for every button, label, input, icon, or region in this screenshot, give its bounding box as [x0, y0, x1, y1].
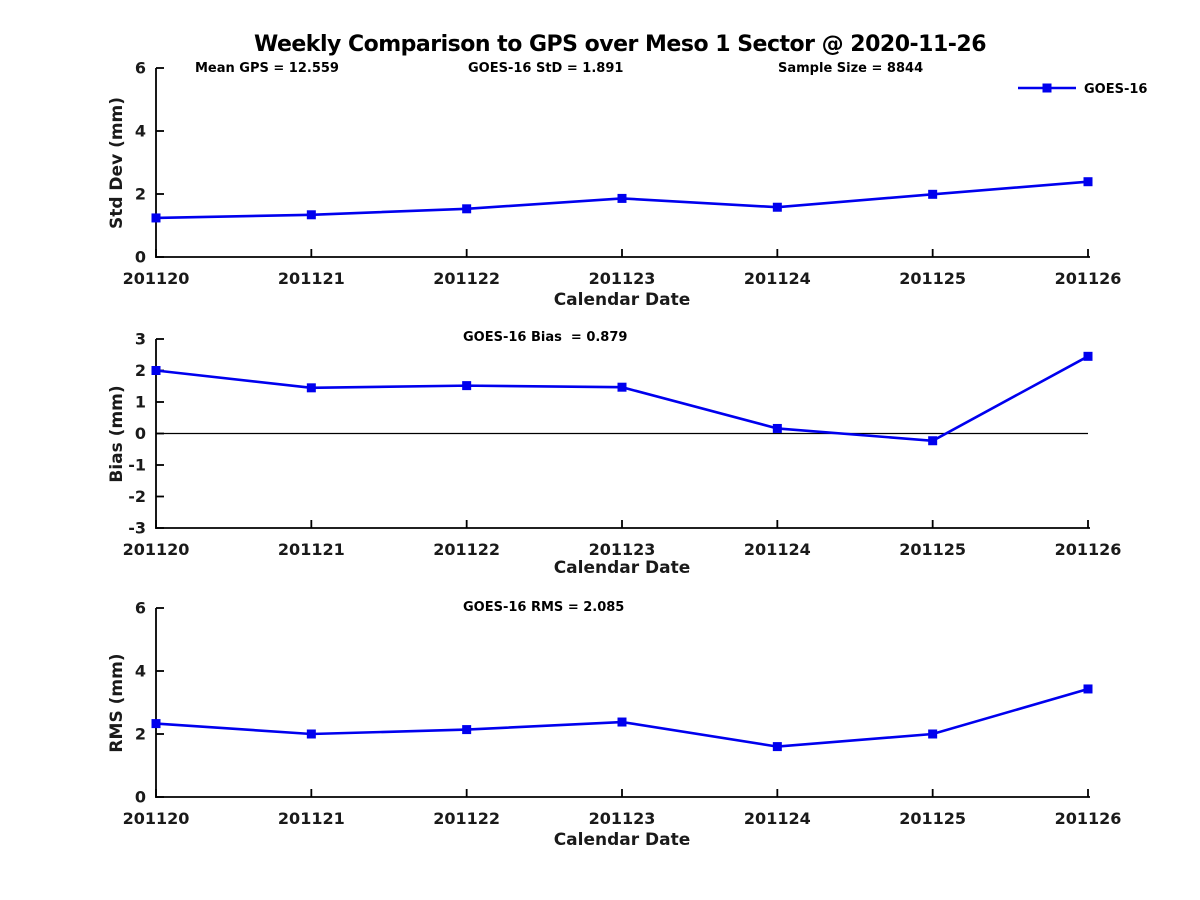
series-marker: [1083, 351, 1093, 361]
rms-plot-area: 0 2 4 6 201120 201121 201122 201123 201124 201125…: [123, 599, 1122, 829]
series-marker: [617, 193, 627, 203]
y-tick-label: 0: [135, 248, 146, 267]
series-marker: [617, 717, 627, 727]
legend: GOES-16: [1018, 82, 1147, 97]
series-marker: [928, 436, 938, 446]
stddev-chart: Mean GPS = 12.559 GOES-16 StD = 1.891 Sa…: [107, 59, 1147, 311]
x-tick-label: 201125: [899, 269, 966, 288]
y-tick-label: 6: [135, 599, 146, 618]
y-tick-label: 3: [135, 330, 146, 349]
series-marker: [462, 725, 472, 735]
series-marker: [617, 382, 627, 392]
x-axis-label-stddev: Calendar Date: [554, 290, 691, 310]
x-tick-label: 201123: [589, 269, 656, 288]
series-line: [155, 355, 1089, 443]
x-tick-label: 201125: [899, 540, 966, 559]
annotation-goes16-bias: GOES-16 Bias = 0.879: [463, 330, 627, 345]
y-tick-label: 4: [135, 662, 146, 681]
legend-label: GOES-16: [1084, 82, 1147, 97]
x-tick-label: 201123: [589, 540, 656, 559]
y-tick-label: 0: [135, 424, 146, 443]
y-tick-label: 2: [135, 361, 146, 380]
x-tick-label: 201121: [278, 269, 345, 288]
x-axis-label-rms: Calendar Date: [554, 830, 691, 850]
series-marker: [1083, 684, 1093, 694]
series-marker: [1083, 177, 1093, 187]
x-tick-label: 201124: [744, 540, 811, 559]
x-tick-label: 201121: [278, 809, 345, 828]
annotation-goes16-rms: GOES-16 RMS = 2.085: [463, 600, 624, 615]
y-tick-label: -3: [128, 519, 146, 538]
y-tick-label: 2: [135, 185, 146, 204]
bias-plot-area: 3 2 1 0 -1 -2 -3 201120 201121 201122 201123 201124…: [123, 330, 1122, 560]
bias-chart: GOES-16 Bias = 0.879 Bias (mm) Calendar …: [107, 330, 1122, 579]
rms-chart: GOES-16 RMS = 2.085 RMS (mm) Calendar Da…: [107, 599, 1122, 851]
x-tick-label: 201126: [1055, 809, 1122, 828]
x-tick-label: 201124: [744, 809, 811, 828]
series-marker: [151, 366, 161, 375]
annotation-sample-size: Sample Size = 8844: [778, 61, 923, 76]
x-tick-label: 201122: [433, 809, 500, 828]
x-tick-label: 201126: [1055, 540, 1122, 559]
y-tick-label: 0: [135, 788, 146, 807]
x-tick-label: 201123: [589, 809, 656, 828]
annotation-goes16-std: GOES-16 StD = 1.891: [468, 61, 623, 76]
x-tick-label: 201122: [433, 540, 500, 559]
series-marker: [462, 381, 472, 391]
y-tick-label: 1: [135, 393, 146, 412]
x-tick-label: 201126: [1055, 269, 1122, 288]
series-marker: [772, 202, 782, 212]
series-marker: [928, 729, 938, 739]
series-marker: [772, 423, 782, 433]
y-tick-label: 4: [135, 122, 146, 141]
x-axis-label-bias: Calendar Date: [554, 558, 691, 578]
x-tick-label: 201124: [744, 269, 811, 288]
series-marker: [306, 210, 316, 220]
series-marker: [306, 729, 316, 739]
y-tick-label: 2: [135, 725, 146, 744]
series-marker: [772, 742, 782, 752]
x-tick-label: 201122: [433, 269, 500, 288]
y-tick-label: -1: [128, 456, 146, 475]
series-marker: [306, 383, 316, 393]
y-tick-label: -2: [128, 487, 146, 506]
y-axis-label-stddev: Std Dev (mm): [107, 97, 127, 229]
x-tick-label: 201121: [278, 540, 345, 559]
series-marker: [151, 213, 161, 223]
x-tick-label: 201120: [123, 269, 190, 288]
legend-marker-icon: [1042, 83, 1052, 93]
y-tick-label: 6: [135, 59, 146, 78]
y-axis-label-bias: Bias (mm): [107, 385, 127, 482]
x-tick-label: 201120: [123, 809, 190, 828]
annotation-mean-gps: Mean GPS = 12.559: [195, 61, 339, 76]
x-tick-label: 201125: [899, 809, 966, 828]
figure-title: Weekly Comparison to GPS over Meso 1 Sec…: [253, 32, 987, 57]
series-marker: [151, 719, 161, 729]
series-marker: [928, 189, 938, 199]
y-axis-label-rms: RMS (mm): [107, 653, 127, 752]
series-marker: [462, 204, 472, 214]
std-dev-plot-area: 0 2 4 6 201120 201121 201122 201123 201124 201125…: [123, 59, 1122, 289]
x-tick-label: 201120: [123, 540, 190, 559]
